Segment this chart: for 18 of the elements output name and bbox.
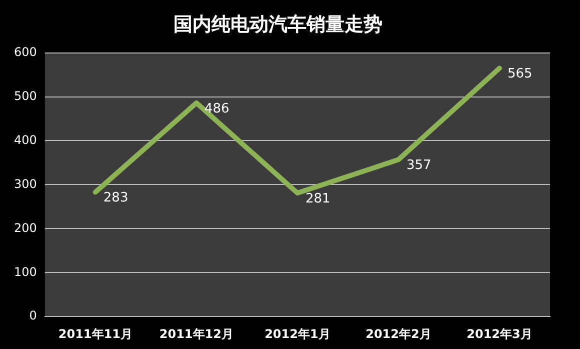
x-tick-label: 2012年1月 bbox=[264, 326, 330, 341]
x-tick-label: 2012年3月 bbox=[466, 326, 532, 341]
chart-title: 国内纯电动汽车销量走势 bbox=[174, 13, 382, 36]
y-tick-label: 600 bbox=[14, 44, 37, 59]
x-tick-label: 2011年11月 bbox=[58, 326, 132, 341]
data-label: 486 bbox=[204, 101, 230, 116]
y-tick-label: 100 bbox=[14, 264, 37, 279]
y-tick-label: 400 bbox=[14, 132, 37, 147]
y-tick-label: 200 bbox=[14, 220, 37, 235]
y-tick-label: 300 bbox=[14, 176, 37, 191]
x-tick-label: 2012年2月 bbox=[366, 326, 432, 341]
data-label: 565 bbox=[507, 66, 532, 82]
y-tick-label: 0 bbox=[29, 308, 37, 323]
data-label: 283 bbox=[103, 190, 128, 206]
x-tick-label: 2011年12月 bbox=[159, 326, 234, 341]
data-label: 281 bbox=[305, 191, 330, 206]
y-tick-label: 500 bbox=[14, 88, 37, 103]
data-label: 357 bbox=[406, 158, 432, 174]
